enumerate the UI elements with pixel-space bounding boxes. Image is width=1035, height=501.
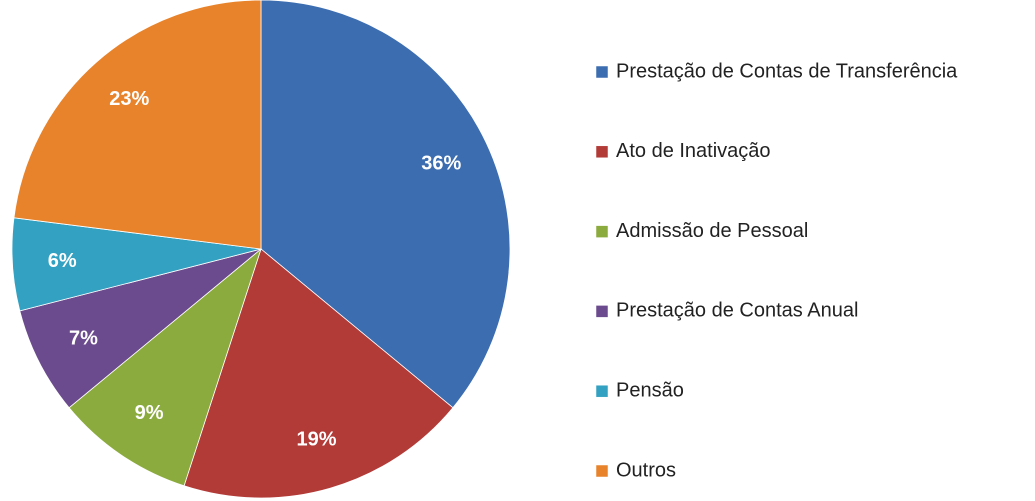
legend-swatch xyxy=(595,145,609,159)
pie-slice xyxy=(183,248,454,499)
value-label: 23% xyxy=(109,88,149,110)
legend-label: Admissão de Pessoal xyxy=(616,220,808,242)
pie-slice xyxy=(260,0,511,409)
legend-swatch xyxy=(595,305,609,318)
legend-label: Outros xyxy=(616,459,676,481)
legend-label: Ato de Inativação xyxy=(616,140,771,162)
legend-label: Pensão xyxy=(616,379,684,401)
value-label: 7% xyxy=(69,328,98,350)
legend-swatch xyxy=(595,65,609,79)
value-label: 19% xyxy=(297,429,337,451)
pie-slice xyxy=(19,248,262,409)
value-label: 6% xyxy=(48,250,77,272)
pie-slice xyxy=(68,247,262,487)
legend-label: Prestação de Contas de Transferência xyxy=(616,60,958,82)
legend-swatch xyxy=(595,464,609,478)
value-label: 9% xyxy=(135,402,164,424)
legend-swatch xyxy=(595,225,609,238)
legend-swatch xyxy=(595,384,609,398)
legend-label: Prestação de Contas Anual xyxy=(616,300,858,322)
pie-slice xyxy=(13,0,262,250)
value-label: 36% xyxy=(421,152,461,174)
